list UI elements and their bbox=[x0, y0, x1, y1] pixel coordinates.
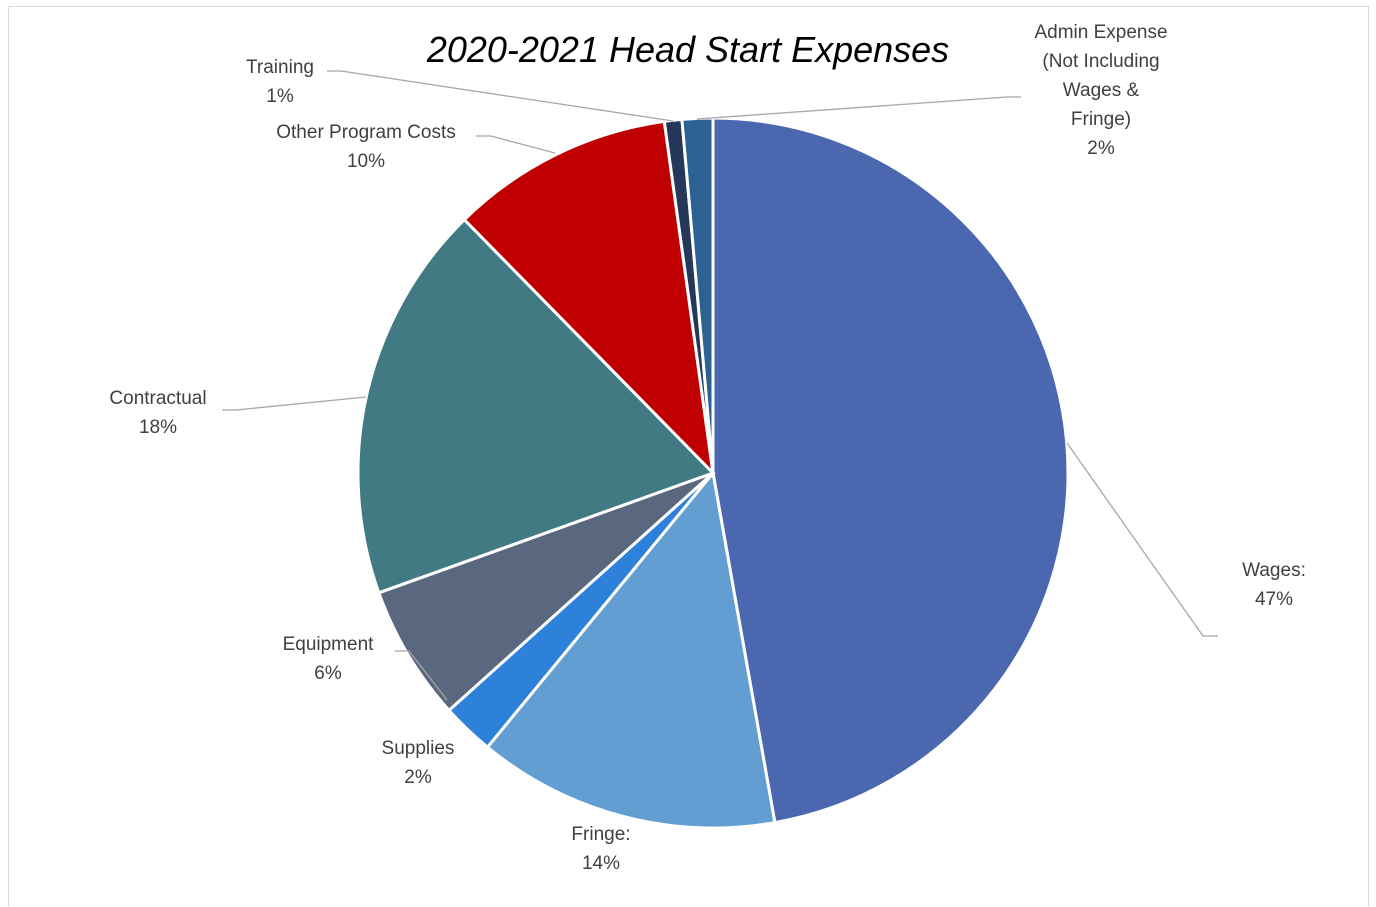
data-label-line: Admin Expense bbox=[1034, 22, 1167, 43]
data-label-line: 47% bbox=[1255, 589, 1293, 610]
data-label-line: 6% bbox=[314, 663, 342, 684]
pie-slice-equipment[interactable] bbox=[376, 471, 715, 713]
data-label-wages: Wages: 47% bbox=[1242, 560, 1306, 610]
leader-lines bbox=[222, 70, 1218, 701]
data-labels: Wages: 47% Fringe: 14% Supplies 2% Equipment 6%… bbox=[109, 22, 1305, 874]
leader-line-equipment bbox=[395, 650, 448, 701]
pie-slice-fringe[interactable] bbox=[485, 469, 777, 830]
data-label-other-program-costs: Other Program Costs 10% bbox=[276, 122, 456, 172]
data-label-supplies: Supplies 2% bbox=[382, 738, 455, 788]
leader-line-contractual bbox=[222, 396, 367, 411]
data-label-line: Fringe: bbox=[571, 824, 630, 845]
data-label-line: 1% bbox=[266, 86, 294, 107]
data-label-line: 10% bbox=[347, 151, 385, 172]
data-label-line: 18% bbox=[139, 417, 177, 438]
data-label-training: Training 1% bbox=[246, 57, 314, 107]
data-label-line: (Not Including bbox=[1042, 51, 1159, 72]
leader-line-wages bbox=[1066, 442, 1218, 637]
pie-slice-contractual[interactable] bbox=[356, 217, 716, 595]
data-label-line: Wages: bbox=[1242, 560, 1306, 581]
leader-line-training bbox=[327, 70, 674, 122]
pie-slices bbox=[356, 116, 1070, 830]
data-label-equipment: Equipment 6% bbox=[283, 634, 375, 684]
data-label-line: Equipment bbox=[283, 634, 375, 655]
data-label-line: 14% bbox=[582, 853, 620, 874]
data-label-admin-expense: Admin Expense (Not Including Wages & Fringe… bbox=[1034, 22, 1167, 159]
data-label-line: Supplies bbox=[382, 738, 455, 759]
data-label-line: Contractual bbox=[109, 388, 206, 409]
leader-line-other-program-costs bbox=[476, 135, 556, 154]
leader-line-admin-expense bbox=[696, 96, 1021, 120]
data-label-line: Wages & bbox=[1063, 80, 1140, 101]
data-label-contractual: Contractual 18% bbox=[109, 388, 206, 438]
pie-slice-other-program-costs[interactable] bbox=[462, 119, 716, 478]
data-label-line: 2% bbox=[1087, 138, 1115, 159]
chart-title: 2020-2021 Head Start Expenses bbox=[426, 29, 949, 70]
data-label-fringe: Fringe: 14% bbox=[571, 824, 630, 874]
pie-slice-wages[interactable] bbox=[711, 116, 1070, 825]
data-label-line: 2% bbox=[404, 767, 432, 788]
data-label-line: Fringe) bbox=[1071, 109, 1131, 130]
data-label-line: Other Program Costs bbox=[276, 122, 456, 143]
data-label-line: Training bbox=[246, 57, 314, 78]
